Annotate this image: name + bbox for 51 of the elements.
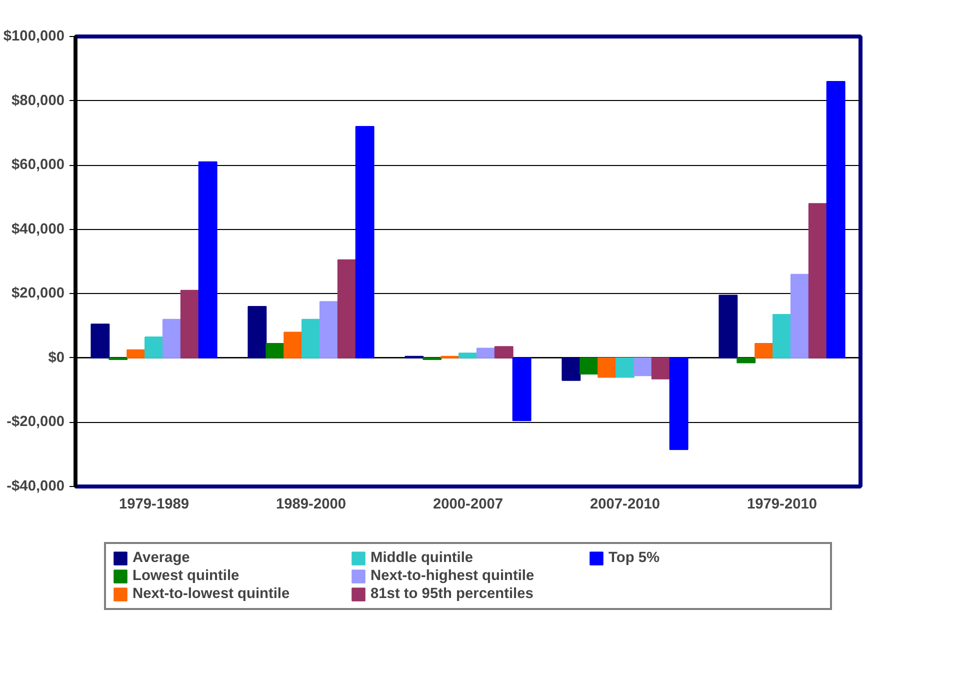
bar [266,342,285,358]
bar [144,336,164,358]
legend-label: Middle quintile [370,550,474,566]
y-tick-label: $20,000 [12,286,65,302]
bar [754,342,774,358]
bar [562,357,581,381]
y-tick-label: -$40,000 [6,478,64,494]
y-tick-label: $0 [48,350,65,366]
bar [598,357,617,378]
bar [808,203,828,358]
bar [126,349,146,358]
x-tick-label: 1979-2010 [746,496,818,512]
x-tick-label: 2000-2007 [432,496,504,512]
bar [355,126,374,358]
legend-label: Next-to-lowest quintile [132,586,291,602]
x-tick-label: 1979-1989 [118,496,190,512]
bar [302,318,320,358]
bar [90,324,110,358]
x-tick-label: 2007-2010 [590,496,660,512]
y-tick-label: -$20,000 [6,414,64,430]
y-tick-label: $100,000 [3,28,65,44]
bar [736,357,756,364]
bar [772,314,792,358]
legend-label: Top 5% [608,550,661,566]
legend-label: Lowest quintile [132,568,240,584]
bar [248,306,267,358]
y-tick-label: $40,000 [12,221,65,238]
bar [633,357,652,376]
legend-label: Average [132,550,191,566]
bar [180,290,200,358]
legend-label: Next-to-highest quintile [370,568,536,584]
bar [284,332,303,358]
bar [162,318,182,358]
bar [651,357,670,380]
x-tick-label: 1989-2000 [276,496,346,512]
bar [319,301,338,358]
y-tick-label: $60,000 [12,157,65,174]
bar [616,357,634,378]
bar [494,346,514,358]
bar [718,294,738,358]
bar [580,357,599,374]
bar [790,274,810,358]
bar [669,357,688,450]
bar [826,81,846,358]
bar [476,348,496,358]
bar [458,352,478,358]
bar [198,161,218,358]
y-tick-label: $80,000 [12,92,65,109]
bar [512,357,532,422]
bar [337,259,356,358]
legend-label: 81st to 95th percentiles [370,586,534,602]
